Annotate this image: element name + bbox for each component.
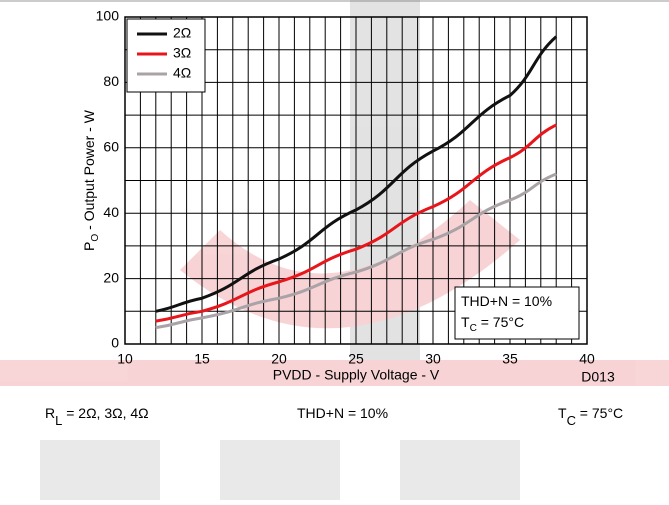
- x-tick-label: 40: [579, 351, 595, 367]
- annotation-box: [454, 286, 580, 340]
- x-axis-label: PVDD - Supply Voltage - V: [273, 367, 440, 383]
- footer-text-main: THD+N = 10%: [297, 405, 388, 421]
- footer-text-rest: = 2Ω, 3Ω, 4Ω: [62, 405, 148, 421]
- y-tick-label: 60: [103, 139, 119, 155]
- annotation-text-main: T: [461, 314, 470, 330]
- y-tick-label: 80: [103, 73, 119, 89]
- footer-text-rest: = 75°C: [576, 405, 623, 421]
- legend-label: 4Ω: [173, 65, 191, 81]
- footer-text: TC = 75°C: [558, 405, 623, 428]
- footer-text: RL = 2Ω, 3Ω, 4Ω: [45, 405, 149, 428]
- footer-text-sub: L: [55, 413, 62, 428]
- series-line: [155, 123, 557, 323]
- x-tick-label: 35: [502, 351, 518, 367]
- annotation-text-rest: = 75°C: [477, 314, 524, 330]
- footer-text-sub: C: [567, 413, 576, 428]
- x-tick-label: 20: [271, 351, 287, 367]
- x-tick-label: 30: [425, 351, 441, 367]
- y-axis-label-rest: - Output Power - W: [81, 109, 97, 233]
- plot-frame: [124, 16, 588, 345]
- y-axis-label: PO - Output Power - W: [81, 109, 101, 251]
- y-axis-label-sub: O: [90, 234, 101, 242]
- x-tick-label: 25: [348, 351, 364, 367]
- footer-text-main: R: [45, 405, 55, 421]
- y-axis-label-main: P: [81, 242, 97, 251]
- legend-label: 2Ω: [173, 25, 191, 41]
- annotation-text-sub: C: [470, 323, 477, 334]
- y-tick-label: 40: [103, 204, 119, 220]
- figure-id: D013: [581, 369, 615, 385]
- y-tick-label: 0: [111, 335, 119, 351]
- y-tick-label: 100: [96, 8, 120, 24]
- x-tick-label: 10: [117, 351, 133, 367]
- footer-text-main: T: [558, 405, 567, 421]
- footer-text: THD+N = 10%: [297, 405, 388, 421]
- annotation-text: TC = 75°C: [461, 314, 524, 334]
- series-line: [155, 35, 558, 313]
- y-tick-label: 20: [103, 269, 119, 285]
- series-line: [155, 172, 557, 330]
- legend-label: 3Ω: [173, 45, 191, 61]
- annotation-text-main: THD+N = 10%: [461, 293, 552, 309]
- x-tick-label: 15: [194, 351, 210, 367]
- annotation-text: THD+N = 10%: [461, 293, 552, 309]
